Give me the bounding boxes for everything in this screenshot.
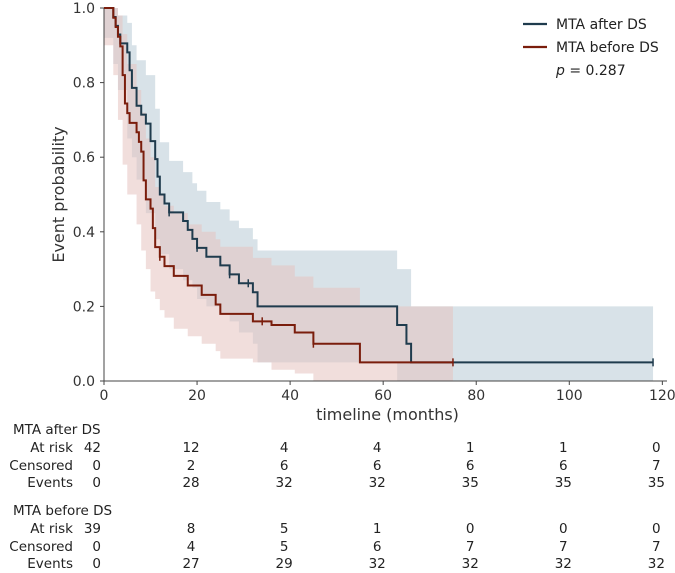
km-line-after xyxy=(104,7,654,364)
survival-curves xyxy=(104,7,654,364)
risk-table-cell: 32 xyxy=(369,475,386,491)
risk-table-cell: 6 xyxy=(466,458,475,474)
risk-table-cell: 32 xyxy=(276,475,293,491)
risk-table-cell: 0 xyxy=(559,521,568,537)
risk-table-cell: 27 xyxy=(182,556,199,572)
risk-table-cell: 6 xyxy=(373,458,382,474)
risk-table-group-title: MTA after DS xyxy=(13,422,101,438)
risk-table-row-label: Events xyxy=(27,556,73,572)
y-axis-title: Event probability xyxy=(49,126,68,262)
risk-table-cell: 6 xyxy=(559,458,568,474)
y-tick-label: 0.8 xyxy=(73,76,95,92)
risk-table-row-label: At risk xyxy=(30,440,73,456)
risk-table-cell: 6 xyxy=(280,458,289,474)
ci-band-before xyxy=(104,8,453,381)
x-tick-label: 120 xyxy=(649,388,675,404)
y-tick-label: 1.0 xyxy=(73,1,95,17)
risk-table: MTA after DS At risk 42 12 4 4 1 1 0 Censored 0 2 6 6… xyxy=(9,422,665,572)
confidence-bands xyxy=(104,8,654,381)
x-axis-title: timeline (months) xyxy=(316,405,459,424)
risk-table-cell: 29 xyxy=(276,556,293,572)
legend-label: MTA before DS xyxy=(556,40,659,56)
risk-table-cell: 5 xyxy=(280,521,289,537)
x-tick-label: 20 xyxy=(188,388,206,404)
risk-table-cell: 4 xyxy=(187,539,196,555)
risk-table-cell: 32 xyxy=(555,556,572,572)
risk-table-cell: 32 xyxy=(462,556,479,572)
risk-table-cell: 35 xyxy=(648,475,665,491)
risk-table-cell: 0 xyxy=(92,458,101,474)
x-tick-label: 80 xyxy=(467,388,485,404)
y-tick-label: 0.2 xyxy=(73,299,95,315)
risk-table-cell: 6 xyxy=(373,539,382,555)
risk-table-cell: 32 xyxy=(369,556,386,572)
risk-table-cell: 0 xyxy=(92,556,101,572)
risk-table-group-title: MTA before DS xyxy=(13,503,112,519)
risk-table-row-label: Events xyxy=(27,475,73,491)
km-line-before xyxy=(104,7,453,364)
risk-table-cell: 4 xyxy=(373,440,382,456)
p-value-text: = 0.287 xyxy=(565,63,626,79)
risk-table-cell: 35 xyxy=(555,475,572,491)
axes: 0 20 40 60 80 100 120 0.0 0.2 0.4 0.6 0.8 1.0 timelin… xyxy=(49,1,675,424)
risk-table-row-label: Censored xyxy=(9,458,73,474)
risk-table-cell: 35 xyxy=(462,475,479,491)
risk-table-cell: 32 xyxy=(648,556,665,572)
x-tick-label: 100 xyxy=(556,388,583,404)
censor-marks xyxy=(159,208,654,367)
x-tick-label: 60 xyxy=(374,388,392,404)
x-tick-label: 40 xyxy=(281,388,299,404)
risk-table-cell: 2 xyxy=(187,458,196,474)
risk-table-cell: 28 xyxy=(182,475,199,491)
risk-table-cell: 39 xyxy=(84,521,101,537)
risk-table-cell: 0 xyxy=(652,440,661,456)
p-value: p = 0.287 xyxy=(555,63,626,79)
risk-table-cell: 5 xyxy=(280,539,289,555)
risk-table-cell: 8 xyxy=(187,521,196,537)
risk-table-cell: 42 xyxy=(84,440,101,456)
risk-table-row-label: At risk xyxy=(30,521,73,537)
y-tick-label: 0.0 xyxy=(73,374,95,390)
risk-table-row-label: Censored xyxy=(9,539,73,555)
risk-table-cell: 7 xyxy=(652,539,661,555)
risk-table-cell: 7 xyxy=(559,539,568,555)
y-tick-label: 0.4 xyxy=(73,225,95,241)
risk-table-cell: 12 xyxy=(182,440,199,456)
risk-table-cell: 1 xyxy=(559,440,568,456)
legend-label: MTA after DS xyxy=(556,17,647,33)
x-tick-label: 0 xyxy=(100,388,109,404)
risk-table-cell: 7 xyxy=(652,458,661,474)
risk-table-cell: 0 xyxy=(92,475,101,491)
risk-table-cell: 4 xyxy=(280,440,289,456)
risk-table-cell: 1 xyxy=(373,521,382,537)
risk-table-cell: 7 xyxy=(466,539,475,555)
risk-table-cell: 0 xyxy=(652,521,661,537)
legend: MTA after DS MTA before DS p = 0.287 xyxy=(523,17,659,79)
y-tick-label: 0.6 xyxy=(73,150,95,166)
p-value-symbol: p xyxy=(555,63,565,79)
risk-table-cell: 1 xyxy=(466,440,475,456)
risk-table-cell: 0 xyxy=(466,521,475,537)
risk-table-cell: 0 xyxy=(92,539,101,555)
